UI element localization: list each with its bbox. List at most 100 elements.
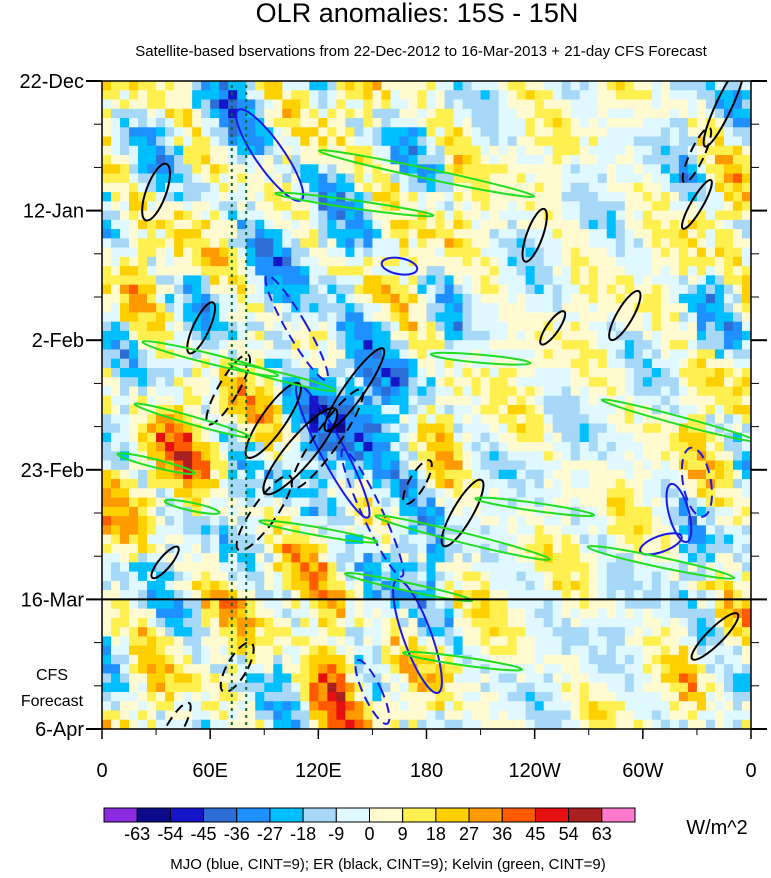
olr-cell [525, 405, 536, 415]
olr-cell [525, 90, 536, 101]
olr-cell [417, 367, 428, 378]
olr-cell [165, 321, 175, 332]
olr-cell [300, 580, 310, 591]
olr-cell [435, 192, 446, 202]
olr-cell [237, 608, 247, 619]
olr-cell [138, 405, 148, 415]
olr-cell [597, 330, 608, 341]
olr-cell [417, 636, 428, 647]
olr-cell [480, 405, 491, 415]
olr-cell [507, 210, 518, 221]
olr-cell [417, 266, 428, 276]
olr-cell [237, 367, 247, 378]
olr-cell [552, 90, 563, 101]
olr-cell [444, 173, 455, 184]
olr-cell [489, 377, 500, 388]
olr-cell [561, 182, 572, 193]
olr-cell [282, 423, 292, 434]
olr-cell [552, 617, 563, 628]
olr-cell [147, 81, 157, 91]
olr-cell [138, 330, 148, 341]
olr-cell [633, 571, 644, 582]
olr-cell [597, 266, 608, 276]
olr-cell [183, 636, 193, 647]
olr-cell [678, 395, 689, 406]
olr-cell [282, 201, 292, 212]
olr-cell [390, 442, 401, 452]
olr-cell [678, 155, 689, 165]
olr-cell [120, 497, 130, 508]
olr-cell [156, 136, 166, 147]
olr-cell [687, 367, 698, 378]
olr-cell [552, 358, 563, 369]
olr-cell [192, 608, 202, 619]
olr-cell [354, 173, 364, 184]
olr-cell [615, 358, 626, 369]
olr-cell [273, 340, 283, 351]
olr-cell [273, 562, 283, 573]
olr-cell [696, 349, 707, 360]
olr-cell [192, 247, 202, 258]
olr-cell [696, 636, 707, 647]
olr-cell [372, 691, 383, 702]
olr-cell [588, 81, 599, 91]
olr-cell [183, 664, 193, 675]
olr-cell [579, 534, 590, 545]
olr-cell [588, 164, 599, 175]
olr-cell [408, 442, 419, 452]
olr-cell [444, 423, 455, 434]
olr-cell [570, 691, 581, 702]
olr-cell [372, 340, 383, 351]
olr-cell [597, 386, 608, 397]
olr-cell [543, 617, 554, 628]
olr-cell [534, 284, 545, 295]
olr-cell [237, 506, 247, 517]
olr-cell [498, 497, 509, 508]
olr-cell [741, 710, 751, 721]
olr-cell [579, 654, 590, 665]
olr-cell [318, 395, 328, 406]
olr-cell [210, 377, 220, 388]
olr-cell [138, 562, 148, 573]
olr-cell [633, 118, 644, 128]
olr-cell [336, 506, 346, 517]
olr-cell [174, 229, 184, 239]
olr-cell [381, 543, 392, 554]
olr-cell [678, 136, 689, 147]
olr-cell [309, 312, 319, 323]
olr-cell [129, 719, 139, 729]
olr-cell [426, 367, 437, 378]
olr-cell [714, 506, 725, 517]
olr-cell [111, 682, 121, 693]
olr-cell [633, 405, 644, 415]
olr-cell [264, 386, 274, 397]
olr-cell [120, 192, 130, 202]
olr-cell [543, 516, 554, 526]
olr-cell [354, 210, 364, 221]
olr-cell [255, 312, 265, 323]
olr-cell [696, 386, 707, 397]
olr-cell [462, 358, 473, 369]
olr-cell [660, 229, 671, 239]
olr-cell [660, 349, 671, 360]
olr-cell [660, 330, 671, 341]
olr-cell [633, 497, 644, 508]
olr-cell [678, 636, 689, 647]
olr-cell [273, 229, 283, 239]
olr-cell [561, 543, 572, 554]
olr-cell [165, 136, 175, 147]
olr-cell [561, 405, 572, 415]
olr-cell [111, 136, 121, 147]
olr-cell [156, 229, 166, 239]
olr-cell [336, 405, 346, 415]
olr-cell [138, 608, 148, 619]
olr-cell [228, 562, 238, 573]
olr-cell [174, 636, 184, 647]
olr-cell [570, 99, 581, 110]
olr-cell [723, 664, 734, 675]
olr-cell [525, 664, 536, 675]
olr-cell [606, 525, 617, 536]
olr-cell [498, 81, 509, 91]
olr-cell [480, 553, 491, 563]
olr-cell [696, 321, 707, 332]
